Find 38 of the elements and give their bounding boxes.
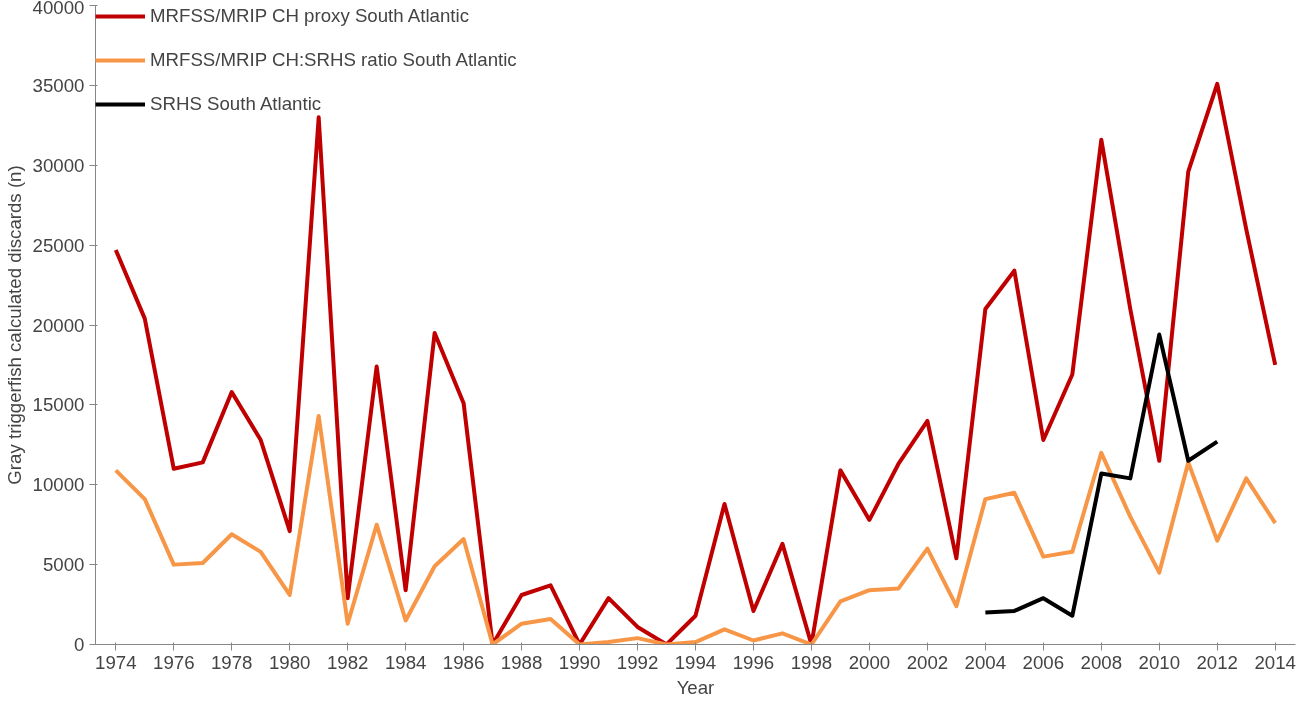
x-tick-label: 2006 — [1022, 651, 1065, 673]
x-tick-label: 1988 — [500, 651, 543, 673]
x-tick-label: 1974 — [95, 651, 137, 673]
legend-label: MRFSS/MRIP CH:SRHS ratio South Atlantic — [150, 49, 517, 71]
x-tick-label: 1990 — [558, 651, 601, 673]
y-tick-label: 30000 — [32, 154, 85, 176]
y-tick-label: 20000 — [32, 314, 85, 336]
y-tick-label: 40000 — [32, 0, 85, 18]
y-tick-label: 35000 — [32, 74, 85, 96]
x-tick-label: 1994 — [674, 651, 717, 673]
x-tick-label: 2010 — [1138, 651, 1181, 673]
x-tick-label: 2002 — [906, 651, 949, 673]
line-series — [113, 81, 1278, 645]
x-tick-label: 1986 — [442, 651, 485, 673]
x-tick-label: 1980 — [268, 651, 311, 673]
x-tick-label: 1998 — [790, 651, 833, 673]
x-tick-label: 1984 — [384, 651, 427, 673]
x-tick-label: 1996 — [732, 651, 775, 673]
line-series — [983, 332, 1220, 618]
x-tick-label: 1992 — [616, 651, 659, 673]
y-axis-title: Gray triggerfish calculated discards (n) — [3, 165, 25, 485]
x-tick-label: 1982 — [326, 651, 369, 673]
x-tick-label: 2008 — [1080, 651, 1123, 673]
y-tick-label: 5000 — [43, 554, 85, 576]
legend-label: SRHS South Atlantic — [150, 93, 322, 115]
x-tick-label: 2014 — [1254, 651, 1296, 673]
y-tick-label: 10000 — [32, 474, 85, 496]
line-series — [113, 414, 1278, 645]
x-tick-label: 1976 — [153, 651, 195, 673]
y-tick-label: 15000 — [32, 394, 85, 416]
x-tick-label: 2004 — [964, 651, 1007, 673]
x-tick-label: 2012 — [1196, 651, 1238, 673]
y-tick-label: 0 — [74, 634, 85, 655]
y-tick-label: 25000 — [32, 234, 85, 256]
x-tick-label: 2000 — [848, 651, 891, 673]
x-axis-title: Year — [676, 676, 715, 698]
x-tick-label: 1978 — [210, 651, 253, 673]
legend-label: MRFSS/MRIP CH proxy South Atlantic — [150, 5, 469, 27]
